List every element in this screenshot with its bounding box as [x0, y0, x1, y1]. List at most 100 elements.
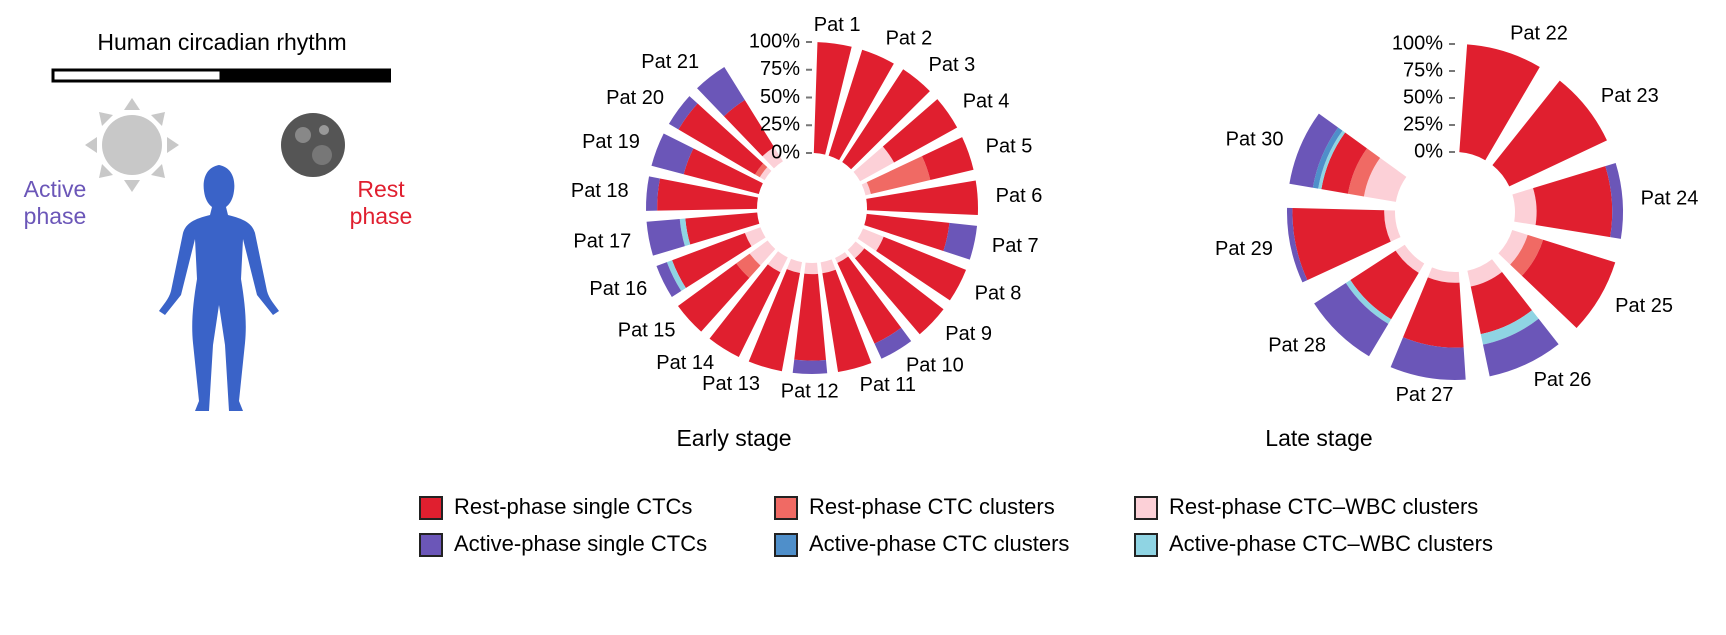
bar-segment: [792, 359, 828, 374]
y-tick-label: 100%: [1392, 32, 1443, 54]
bar-segment: [1395, 244, 1425, 273]
bar-segment: [943, 222, 978, 260]
category-label: Pat 14: [656, 352, 714, 374]
legend-swatch: [419, 496, 443, 520]
bar-segment: [1467, 259, 1503, 287]
person: [159, 165, 279, 411]
category-label: Pat 15: [618, 320, 676, 342]
bar-segment: [1312, 127, 1343, 189]
bar-segment: [1498, 230, 1528, 265]
bar-segment: [1390, 337, 1466, 380]
bar-segment: [822, 269, 872, 372]
bar-segment: [685, 212, 760, 245]
bar-segment: [1459, 44, 1540, 161]
category-label: Pat 28: [1268, 334, 1326, 356]
bar-segment: [646, 176, 660, 211]
legend-swatch: [1134, 496, 1158, 520]
bar-segment: [864, 213, 950, 251]
category-label: Pat 6: [996, 185, 1043, 207]
category-label: Pat 23: [1601, 85, 1659, 107]
category-label: Pat 16: [589, 278, 647, 300]
legend-label: Rest-phase CTC clusters: [809, 494, 1055, 519]
category-label: Pat 12: [781, 380, 839, 402]
bar-segment: [1533, 166, 1613, 238]
bar-segment: [744, 227, 766, 247]
bar-segment: [1287, 207, 1308, 283]
category-label: Pat 9: [945, 323, 992, 345]
chart-title: Early stage: [676, 425, 791, 451]
bar-segment: [1480, 310, 1539, 345]
y-tick-label: 75%: [760, 58, 800, 80]
bar-segment: [1403, 277, 1464, 348]
y-tick-label: 25%: [760, 114, 800, 136]
bar-segment: [1470, 271, 1532, 335]
bar-segment: [1289, 113, 1339, 188]
bar-segment: [861, 182, 871, 196]
active-bar: [51, 68, 223, 83]
bar-segment: [1521, 239, 1616, 328]
bar-segment: [651, 133, 694, 175]
y-tick-label: 25%: [1403, 113, 1443, 135]
category-label: Pat 27: [1396, 384, 1454, 406]
bar-segment: [842, 69, 930, 170]
category-label: Pat 3: [929, 54, 976, 76]
category-label: Pat 1: [814, 14, 861, 36]
legend-label: Rest-phase CTC–WBC clusters: [1169, 494, 1478, 519]
bar-segment: [677, 263, 750, 332]
y-tick-label: 75%: [1403, 59, 1443, 81]
bar-segment: [1347, 148, 1381, 197]
category-label: Pat 13: [702, 373, 760, 395]
bar-segment: [1492, 80, 1607, 187]
rhythm-title: Human circadian rhythm: [97, 29, 346, 55]
bar-segment: [657, 178, 759, 211]
bar-segment: [748, 269, 801, 372]
bar-segment: [854, 248, 944, 335]
category-label: Pat 17: [573, 230, 631, 252]
bar-segment: [820, 259, 836, 274]
bar-segment: [1318, 130, 1346, 190]
bar-segment: [1350, 250, 1419, 320]
bar-segment: [767, 251, 788, 273]
y-tick-label: 50%: [1403, 86, 1443, 108]
category-label: Pat 18: [571, 180, 629, 202]
bar-segment: [882, 99, 958, 163]
bar-segment: [672, 233, 752, 289]
bar-segment: [656, 262, 682, 297]
category-label: Pat 24: [1641, 188, 1699, 210]
legend-swatch: [1134, 533, 1158, 557]
category-label: Pat 21: [641, 51, 699, 73]
bar-segment: [1292, 207, 1391, 281]
bar-segment: [866, 156, 931, 195]
bar-segment: [828, 49, 894, 161]
bar-segment: [1512, 188, 1537, 226]
bar-segment: [847, 241, 865, 259]
legend-label: Active-phase CTC–WBC clusters: [1169, 531, 1493, 556]
category-label: Pat 20: [606, 87, 664, 109]
category-label: Pat 5: [986, 136, 1033, 158]
bar-segment: [857, 228, 884, 251]
category-label: Pat 30: [1226, 128, 1284, 150]
bar-segment: [697, 67, 745, 117]
bar-segment: [874, 327, 912, 359]
legend-label: Active-phase CTC clusters: [809, 531, 1069, 556]
chart-title: Late stage: [1265, 425, 1372, 451]
category-label: Pat 10: [906, 354, 964, 376]
bar-segment: [709, 264, 781, 357]
bar-segment: [762, 147, 783, 169]
bar-segment: [723, 100, 775, 157]
bar-segment: [876, 236, 967, 301]
legend-swatch: [419, 533, 443, 557]
bar-segment: [1321, 132, 1367, 194]
active-label: Active phase: [23, 176, 87, 229]
bar-segment: [1314, 282, 1389, 357]
y-tick-label: 0%: [771, 141, 800, 163]
bar-segment: [1384, 210, 1401, 242]
bar-segment: [786, 258, 803, 274]
bar-segment: [804, 262, 819, 275]
category-label: Pat 2: [886, 28, 933, 50]
category-label: Pat 22: [1510, 23, 1568, 45]
bar-segment: [813, 42, 852, 155]
y-tick-label: 0%: [1414, 140, 1443, 162]
bar-segment: [749, 240, 776, 266]
bar-segment: [1427, 267, 1460, 283]
